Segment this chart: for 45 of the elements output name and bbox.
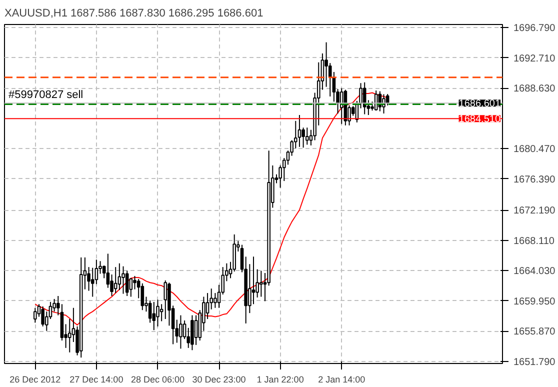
- y-tick-label: 1696.790: [514, 23, 556, 34]
- ref-line-label: #59970827 sell: [8, 89, 84, 102]
- y-tick-label: 1651.790: [514, 356, 556, 368]
- candlestick: [179, 314, 182, 350]
- candlestick: [140, 282, 144, 311]
- y-tick-label: 1692.710: [514, 53, 556, 64]
- candlestick: [160, 304, 164, 322]
- candlestick: [252, 256, 256, 305]
- x-tick-label: 30 Dec 23:00: [192, 374, 246, 384]
- x-tick-label: 26 Dec 2012: [10, 374, 61, 384]
- y-tick-label: 1664.030: [514, 266, 556, 278]
- candlestick: [94, 259, 98, 285]
- candlestick: [302, 127, 305, 148]
- y-tick-label: 1655.870: [514, 326, 556, 338]
- candlestick: [152, 301, 156, 331]
- candlestick: [305, 127, 309, 146]
- candlestick: [125, 270, 129, 296]
- candlestick: [122, 266, 125, 294]
- x-tick-label: 2 Jan 14:00: [318, 374, 366, 384]
- x-tick-label: 27 Dec 14:00: [70, 374, 124, 384]
- candlestick: [182, 320, 186, 340]
- y-tick-label: 1668.110: [514, 236, 555, 247]
- y-tick-label: 1672.190: [514, 206, 556, 217]
- candlestick: [156, 299, 160, 327]
- candlestick: [114, 266, 118, 294]
- chart-title: XAUUSD,H1 1687.586 1687.830 1686.295 1686.601: [4, 8, 264, 20]
- candlestick: [118, 262, 122, 291]
- x-tick-label: 1 Jan 22:00: [256, 374, 304, 384]
- candlestick: [260, 270, 263, 298]
- candlestick: [190, 314, 194, 351]
- candlestick: [298, 114, 302, 148]
- candlestick: [148, 300, 152, 324]
- candlestick: [133, 275, 136, 290]
- candlestick: [194, 314, 198, 346]
- candlestick: [106, 253, 110, 288]
- y-tick-label: 1688.630: [514, 84, 556, 95]
- y-tick-label: 1676.390: [514, 174, 556, 186]
- candlestick: [214, 292, 217, 308]
- candlestick: [340, 88, 344, 124]
- candlestick: [41, 306, 44, 327]
- y-tick-label: 1659.950: [514, 296, 556, 308]
- y-tick-label: 1680.470: [514, 144, 556, 156]
- candlestick: [33, 307, 37, 324]
- candlestick: [206, 292, 210, 320]
- x-tick-label: 28 Dec 06:00: [130, 374, 185, 384]
